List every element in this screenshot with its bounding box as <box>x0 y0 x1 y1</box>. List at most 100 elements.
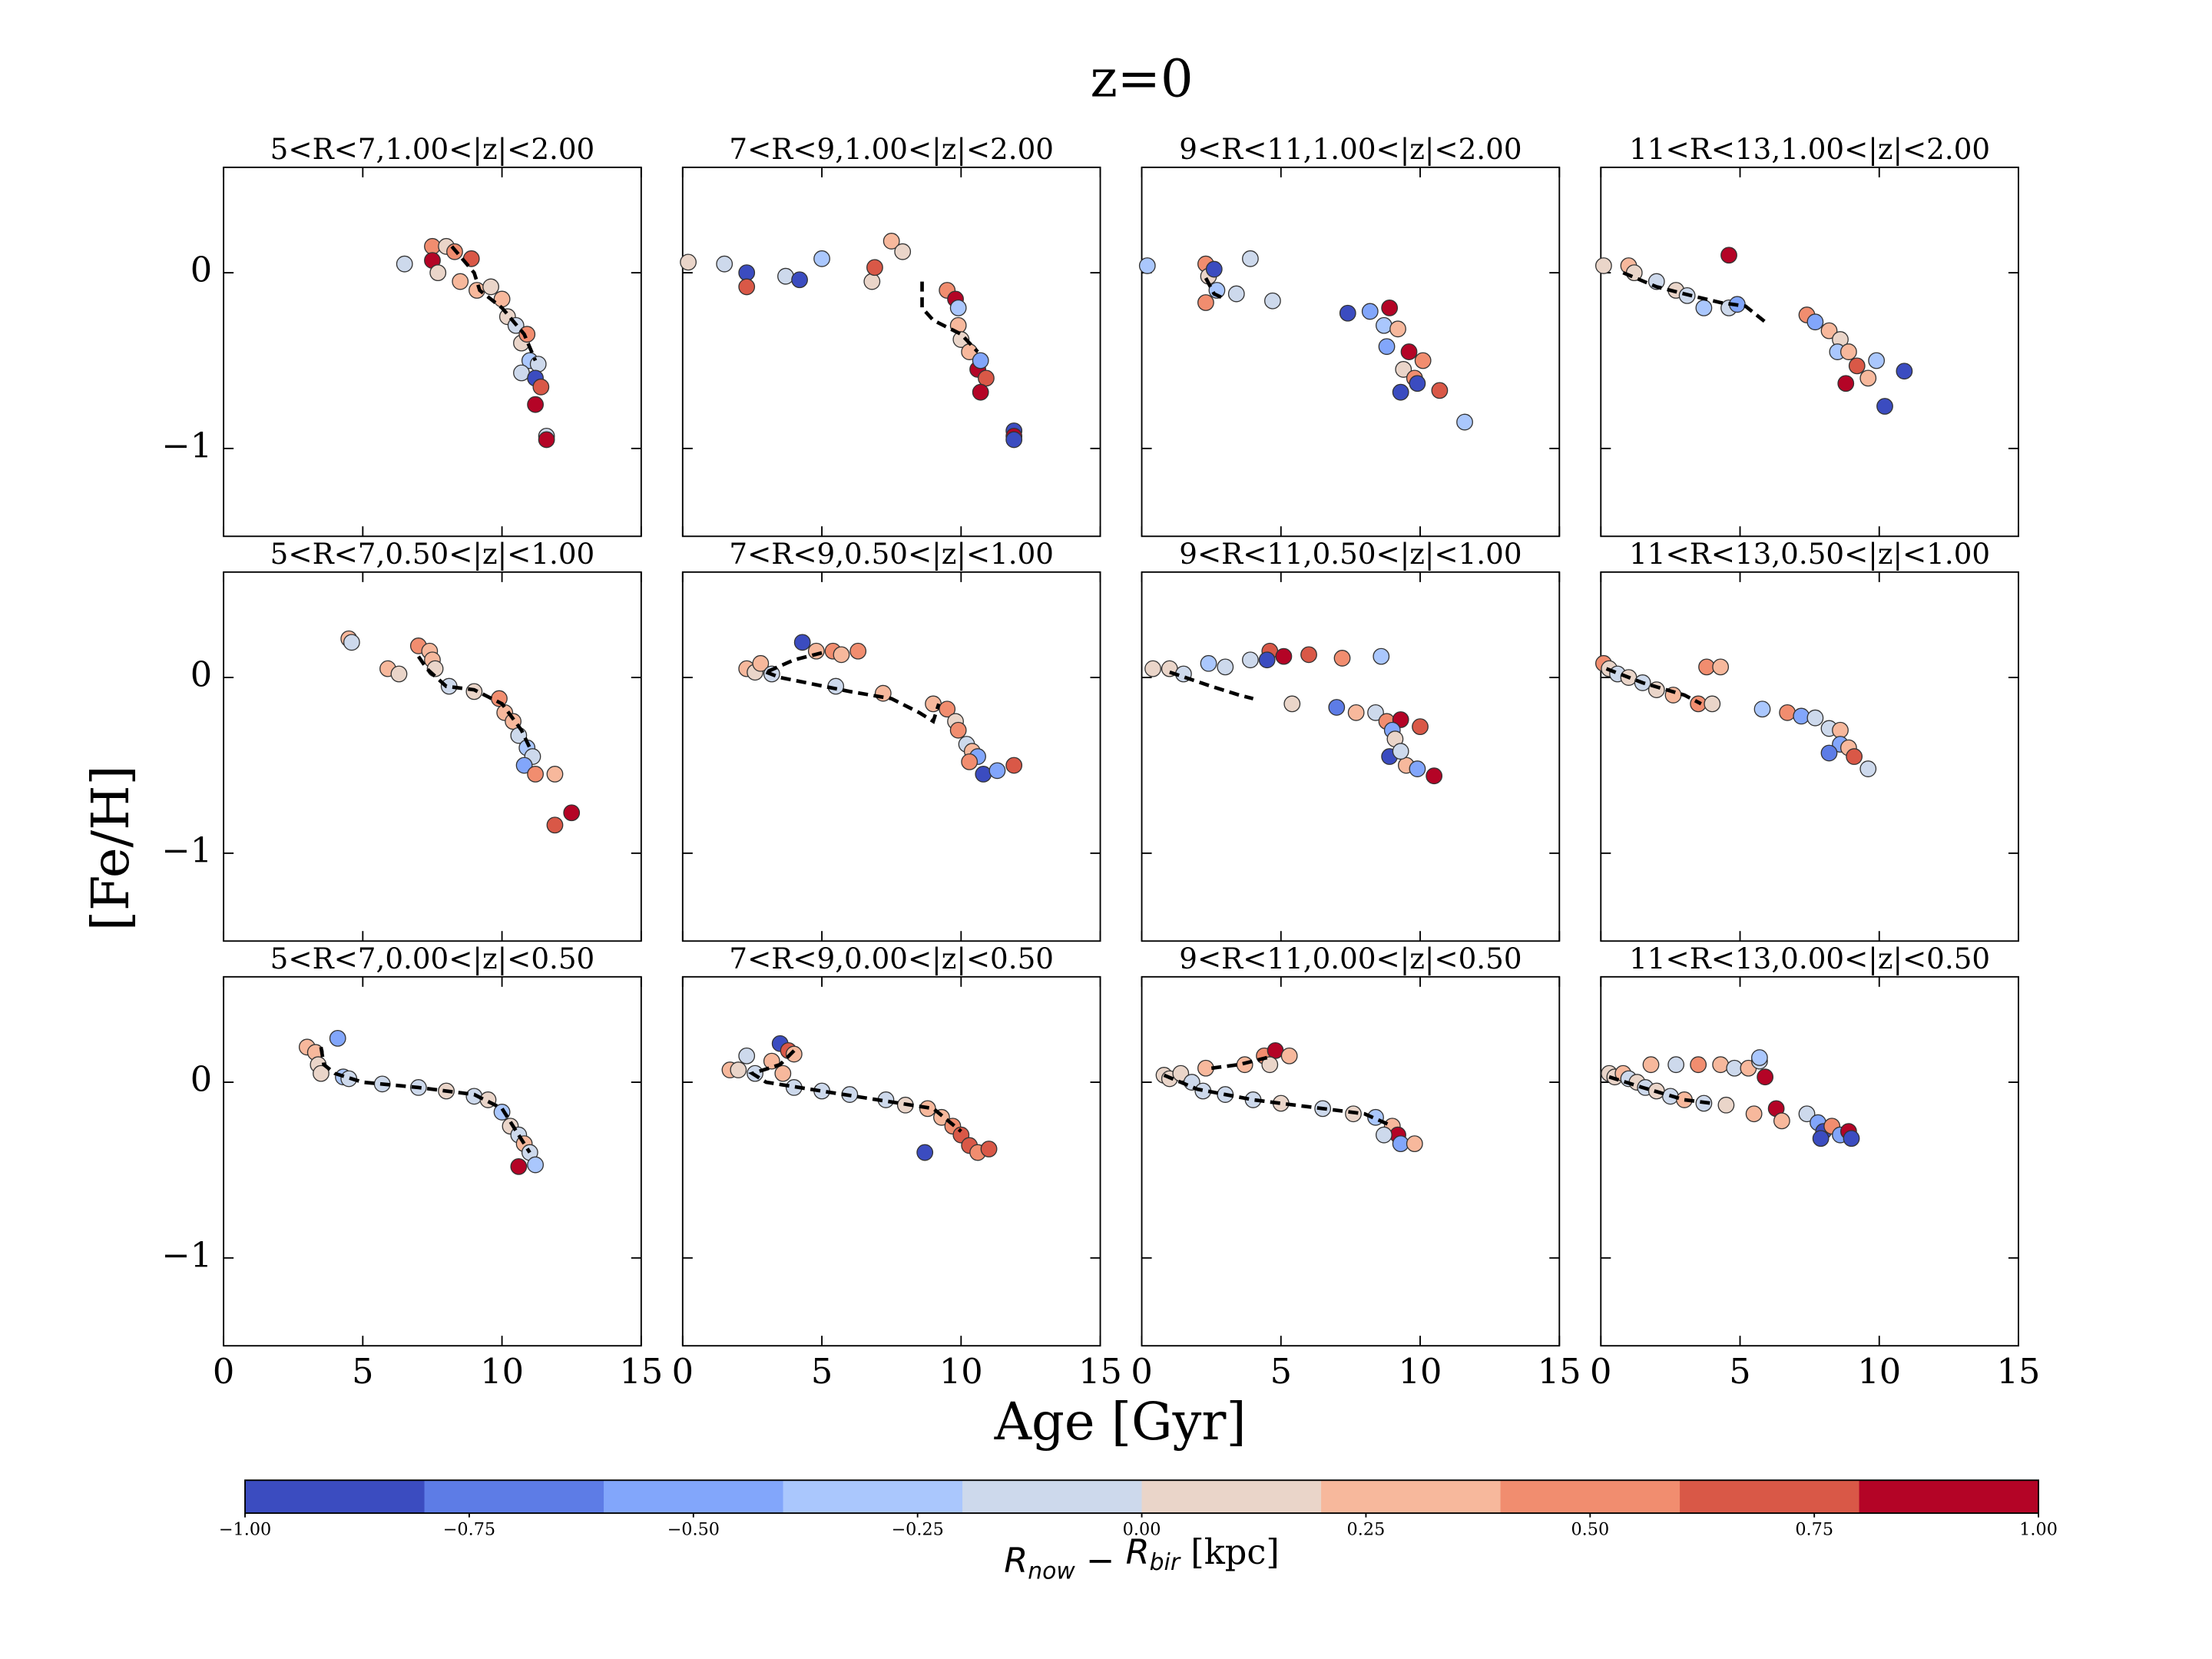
scatter-point <box>390 665 408 683</box>
plot-frame <box>1600 571 2019 942</box>
scatter-point <box>1264 292 1281 310</box>
scatter-point <box>849 642 867 660</box>
plot-frame <box>1600 975 2019 1347</box>
scatter-point <box>513 364 530 382</box>
scatter-point <box>1400 343 1418 360</box>
scatter-point <box>1406 1135 1423 1153</box>
scatter-point <box>1806 313 1824 331</box>
scatter-point <box>894 243 912 260</box>
scatter-point <box>1005 757 1023 774</box>
scatter-point <box>916 1144 934 1161</box>
colorbar-bin <box>1141 1480 1322 1514</box>
scatter-point <box>532 378 550 396</box>
scatter-point <box>1376 316 1392 334</box>
scatter-point <box>1753 700 1771 718</box>
scatter-point <box>1197 1059 1214 1077</box>
panel-title: 9<R<11,0.00<|z|<0.50 <box>1179 942 1522 975</box>
scatter-point <box>1757 1068 1774 1086</box>
scatter-point <box>343 634 360 651</box>
scatter-point <box>1859 760 1877 777</box>
x-tick-label: 0 <box>1131 1352 1152 1392</box>
scatter-point <box>1138 257 1156 274</box>
colorbar-label-part: R <box>1126 1532 1150 1572</box>
scatter-point <box>1242 651 1259 669</box>
scatter-point <box>1258 651 1276 669</box>
scatter-point <box>680 253 697 271</box>
panel: 5<R<7,1.00<|z|<2.00 −1 0 <box>161 132 642 538</box>
scatter-point <box>833 646 850 664</box>
plot-frame <box>1141 166 1561 538</box>
scatter-point <box>1704 695 1721 713</box>
colorbar-tick-label: −0.25 <box>891 1519 943 1539</box>
panel-title: 7<R<9,0.50<|z|<1.00 <box>729 537 1054 571</box>
scatter-point <box>1389 320 1406 338</box>
trend-line <box>920 281 979 353</box>
scatter-point <box>1456 413 1473 431</box>
scatter-point <box>738 264 756 282</box>
scatter-point <box>1347 704 1365 721</box>
scatter-point <box>424 237 441 255</box>
x-tick-label: 10 <box>1399 1352 1442 1392</box>
scatter-point <box>1848 357 1866 375</box>
scatter-point <box>738 278 756 296</box>
scatter-point <box>1876 398 1893 415</box>
scatter-point <box>1642 1056 1660 1074</box>
colorbar-bin <box>424 1480 604 1514</box>
scatter-point <box>1217 658 1234 676</box>
scatter-point <box>452 273 469 290</box>
scatter-point <box>493 290 511 308</box>
scatter-point <box>1832 721 1849 739</box>
scatter-point <box>1843 1130 1860 1147</box>
trend-line <box>765 651 941 724</box>
colorbar-bin <box>783 1480 963 1514</box>
scatter-point <box>563 804 581 822</box>
scatter-point <box>1712 658 1730 676</box>
scatter-point <box>949 299 967 316</box>
scatter-point <box>1798 1105 1816 1123</box>
scatter-point <box>813 250 830 267</box>
trend-line <box>1608 1075 1713 1105</box>
scatter-point <box>1839 343 1857 360</box>
scatter-point <box>429 264 447 282</box>
plot-frame <box>223 166 642 538</box>
scatter-point <box>1745 1105 1763 1123</box>
trend-line <box>1169 670 1254 700</box>
scatter-point <box>1339 304 1356 322</box>
scatter-point <box>527 396 544 413</box>
scatter-point <box>1750 1049 1768 1066</box>
plot-frame <box>681 571 1101 942</box>
panel-title: 9<R<11,0.50<|z|<1.00 <box>1179 537 1522 571</box>
scatter-point <box>1378 338 1396 356</box>
scatter-point <box>1227 285 1245 303</box>
colorbar-label: Rnow − Rbir [kpc] <box>1004 1532 1280 1584</box>
x-tick-label: 15 <box>1997 1352 2041 1392</box>
y-tick-label: −1 <box>161 426 212 465</box>
scatter-point <box>1395 361 1412 378</box>
panel: 11<R<13,0.50<|z|<1.00 <box>1595 537 2019 942</box>
scatter-point <box>1812 1130 1830 1147</box>
scatter-point <box>313 1065 329 1082</box>
scatter-point <box>1197 294 1214 311</box>
scatter-point <box>1837 375 1855 392</box>
colorbar-tick-label: −1.00 <box>219 1519 271 1539</box>
panel-title: 7<R<9,0.00<|z|<0.50 <box>729 942 1054 975</box>
scatter-point <box>1773 1112 1790 1130</box>
scatter-point <box>1820 744 1838 762</box>
scatter-point <box>1426 767 1443 785</box>
scatter-point <box>939 700 956 718</box>
scatter-point <box>791 271 808 289</box>
scatter-point <box>538 431 555 449</box>
colorbar-tick-label: −0.75 <box>443 1519 495 1539</box>
scatter-point <box>866 259 883 276</box>
y-axis-label: [Fe/H] <box>81 765 141 931</box>
scatter-point <box>1328 699 1346 716</box>
scatter-point <box>1431 382 1449 399</box>
colorbar-tick-label: 0.50 <box>1571 1519 1609 1539</box>
scatter-point <box>777 267 794 285</box>
scatter-point <box>1200 654 1217 672</box>
colorbar-label-subscript: now <box>1028 1558 1075 1584</box>
scatter-point <box>730 1061 747 1078</box>
trend-line <box>1163 1055 1393 1128</box>
panel-title: 5<R<7,0.00<|z|<0.50 <box>270 942 595 975</box>
scatter-point <box>510 1157 528 1175</box>
